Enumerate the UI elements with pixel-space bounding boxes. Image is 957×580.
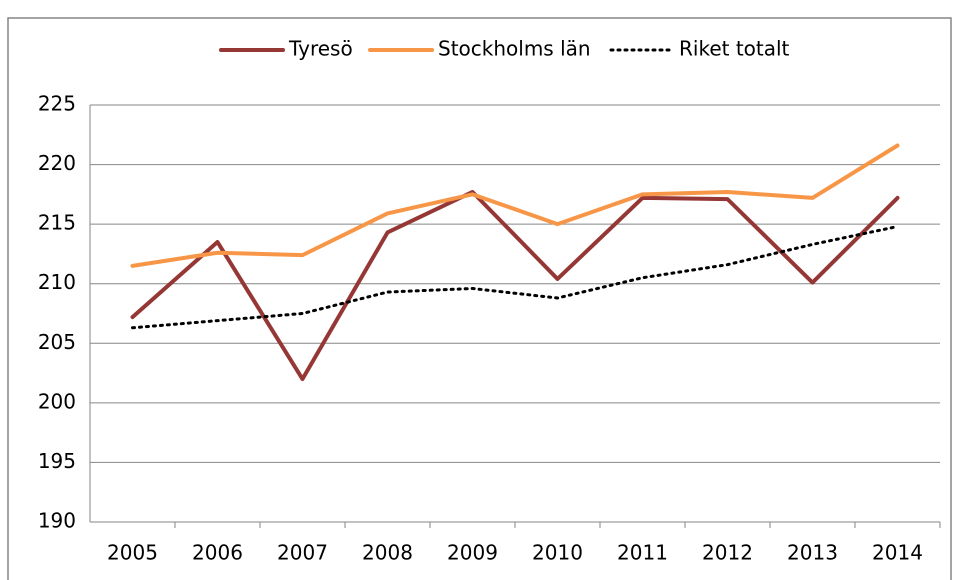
legend-label: Stockholms län [438, 37, 591, 61]
x-tick-label: 2014 [872, 541, 923, 565]
x-tick-label: 2011 [617, 541, 668, 565]
chart-frame [7, 17, 952, 580]
series-line [131, 225, 899, 330]
series-line [130, 189, 900, 382]
x-tick-label: 2010 [532, 541, 583, 565]
y-tick-label: 210 [38, 270, 76, 294]
x-tick-label: 2005 [107, 541, 158, 565]
series-line [130, 143, 900, 268]
y-tick-label: 215 [38, 211, 76, 235]
x-tick-label: 2006 [192, 541, 243, 565]
y-tick-label: 200 [38, 389, 76, 413]
legend-label: Tyresö [288, 37, 353, 61]
y-tick-label: 195 [38, 449, 76, 473]
x-tick-label: 2008 [362, 541, 413, 565]
legend: Tyresö Stockholms län Riket totalt [219, 37, 790, 61]
x-tick-label: 2007 [277, 541, 328, 565]
x-tick-label: 2012 [702, 541, 753, 565]
y-tick-label: 205 [38, 330, 76, 354]
x-tick-label: 2013 [787, 541, 838, 565]
y-tick-label: 190 [38, 509, 76, 533]
legend-label: Riket totalt [679, 37, 790, 61]
x-tick-label: 2009 [447, 541, 498, 565]
y-tick-label: 225 [38, 92, 76, 116]
y-tick-label: 220 [38, 151, 76, 175]
